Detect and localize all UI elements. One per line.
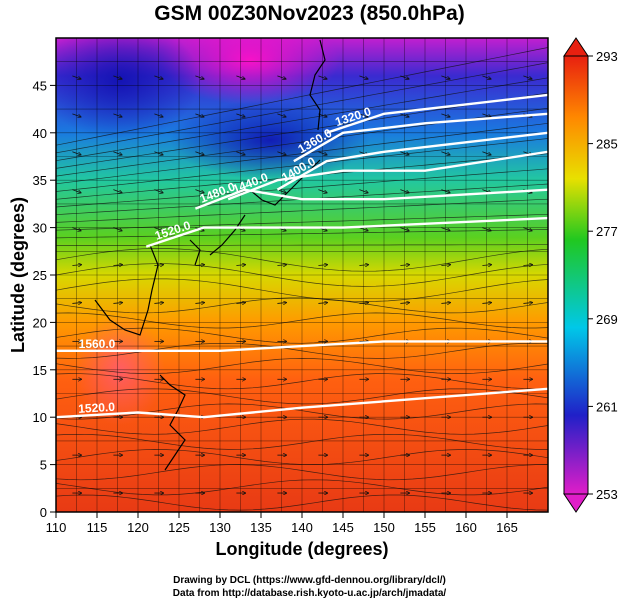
- wind-arrow: [236, 265, 245, 266]
- colorbar-tick-label: 293: [596, 49, 618, 64]
- wind-arrow: [400, 303, 409, 304]
- y-tick-label: 10: [33, 410, 47, 425]
- colorbar: 253 261 269 277 285 293: [563, 37, 618, 513]
- y-tick-label: 35: [33, 173, 47, 188]
- chart-title: GSM 00Z30Nov2023 (850.0hPa): [154, 2, 465, 25]
- contour-line: [227, 150, 548, 201]
- y-axis-ticks: 0 5 10 15 20 25 30 35 40 45: [33, 78, 56, 520]
- wind-arrow: [482, 303, 491, 304]
- wind-arrow: [154, 265, 163, 266]
- wind-arrow: [113, 265, 122, 266]
- contour-label: 1560.0: [79, 337, 116, 351]
- x-tick-label: 115: [87, 520, 108, 535]
- contour-line: [56, 387, 548, 419]
- y-tick-label: 40: [33, 126, 47, 141]
- cold-core-region: [160, 38, 340, 105]
- x-tick-label: 160: [455, 520, 477, 535]
- x-tick-label: 165: [496, 520, 518, 535]
- contour-line: [276, 131, 548, 191]
- y-tick-label: 0: [40, 505, 47, 520]
- wind-arrow: [318, 265, 327, 266]
- y-tick-label: 15: [33, 363, 47, 378]
- colorbar-tick-label: 269: [596, 312, 618, 327]
- y-axis-title: Latitude (degrees): [8, 197, 28, 353]
- grid-lines: [56, 38, 548, 512]
- wind-arrow: [359, 303, 368, 304]
- x-tick-label: 130: [209, 520, 231, 535]
- contour-line: [56, 340, 548, 352]
- wind-arrow: [523, 265, 532, 266]
- wind-arrow: [441, 265, 450, 266]
- x-tick-label: 110: [46, 520, 67, 535]
- wind-arrow: [72, 265, 81, 266]
- contour-line: [194, 188, 548, 210]
- x-tick-label: 120: [127, 520, 149, 535]
- x-axis-title: Longitude (degrees): [215, 539, 388, 559]
- wind-arrow: [277, 303, 286, 304]
- wind-arrow: [482, 265, 491, 266]
- cold-region-east: [170, 100, 370, 180]
- contour-line: [293, 112, 548, 163]
- colorbar-tick-label: 285: [596, 137, 618, 152]
- wind-arrow: [400, 265, 409, 266]
- x-tick-label: 145: [332, 520, 354, 535]
- wind-arrow: [523, 303, 532, 304]
- wind-arrow: [441, 303, 450, 304]
- x-tick-label: 155: [414, 520, 436, 535]
- x-tick-label: 125: [168, 520, 190, 535]
- y-tick-label: 30: [33, 221, 47, 236]
- wind-arrow: [359, 265, 368, 266]
- wind-arrow: [154, 303, 163, 304]
- colorbar-ticks: 253 261 269 277 285 293: [588, 49, 618, 502]
- plot-area: 1320.01360.01400.01440.01480.01520.01560…: [56, 38, 548, 512]
- colorbar-top-arrow: [563, 37, 589, 57]
- contour-line: [145, 216, 548, 248]
- colorbar-scale: [563, 55, 589, 495]
- contour-line: [326, 93, 548, 134]
- wind-arrow: [277, 265, 286, 266]
- credit-drawing: Drawing by DCL (https://www.gfd-dennou.o…: [173, 575, 446, 586]
- wind-arrow: [72, 303, 81, 304]
- wind-arrow: [195, 265, 204, 266]
- wind-arrow: [236, 303, 245, 304]
- x-tick-label: 150: [373, 520, 395, 535]
- y-tick-label: 25: [33, 268, 47, 283]
- y-tick-label: 45: [33, 78, 47, 93]
- x-tick-label: 140: [291, 520, 313, 535]
- y-tick-label: 20: [33, 315, 47, 330]
- credit-data: Data from http://database.rish.kyoto-u.a…: [172, 588, 447, 599]
- colorbar-bottom-arrow: [563, 493, 589, 513]
- wind-arrow: [318, 303, 327, 304]
- colorbar-tick-label: 253: [596, 487, 618, 502]
- contour-label: 1520.0: [78, 400, 116, 416]
- wind-arrow: [113, 303, 122, 304]
- colorbar-tick-label: 261: [596, 399, 618, 414]
- y-tick-label: 5: [40, 458, 47, 473]
- x-axis-ticks: 110 115 120 125 130 135 140 145 150 155 160 165: [46, 512, 518, 535]
- x-tick-label: 135: [250, 520, 272, 535]
- colorbar-tick-label: 277: [596, 224, 618, 239]
- wind-arrow: [195, 303, 204, 304]
